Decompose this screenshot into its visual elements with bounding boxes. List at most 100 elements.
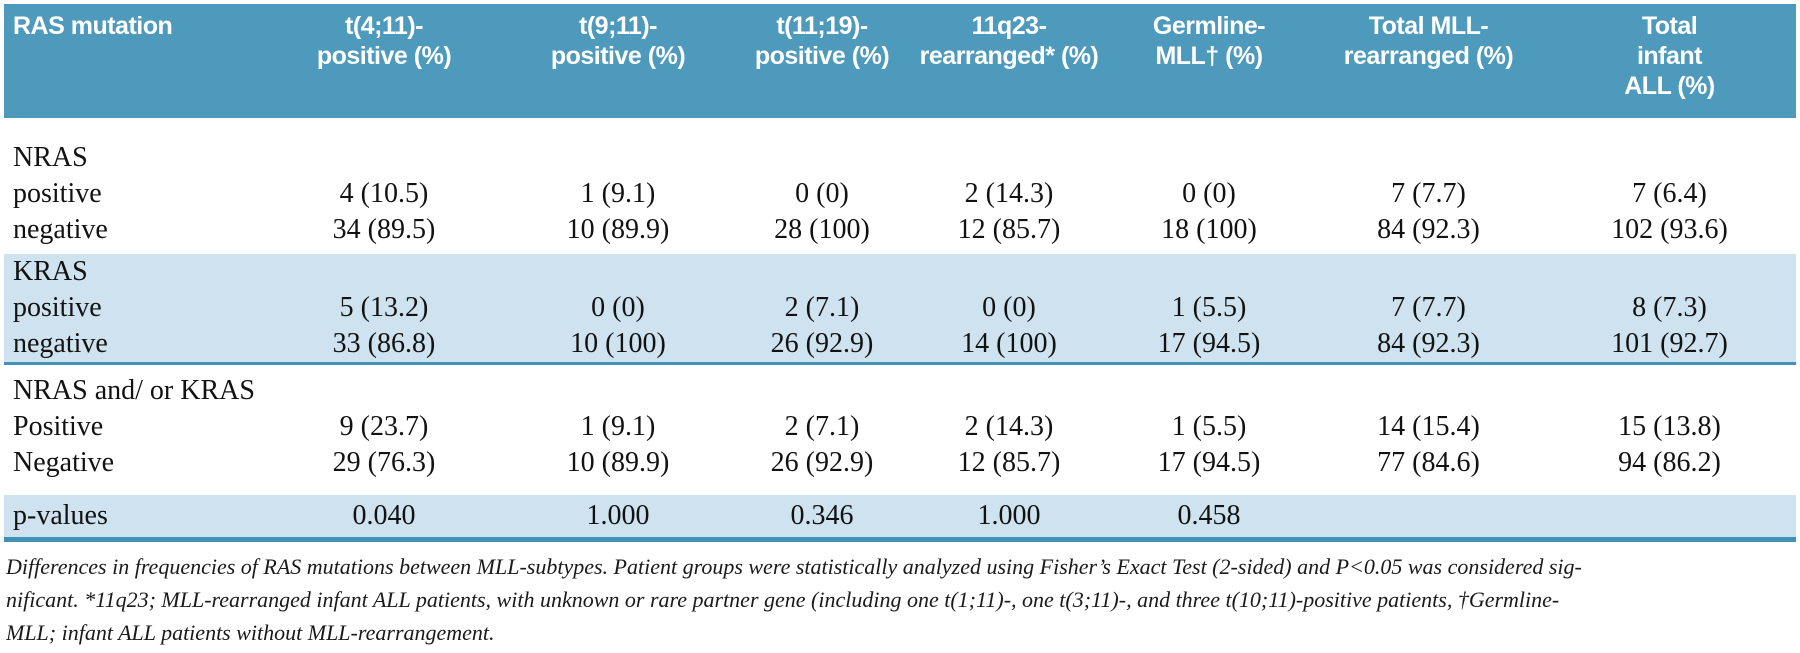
table-cell: 26 (92.9) (730, 326, 914, 364)
section-label: NRAS (13, 142, 88, 173)
row-label: p-values (4, 495, 262, 540)
table-cell: 1.000 (914, 495, 1104, 540)
table-cell: 0.458 (1104, 495, 1314, 540)
column-header-line: t(4;11)- (345, 12, 423, 40)
table-cell: 28 (100) (774, 214, 870, 245)
footnote-line: nificant. *11q23; MLL-rearranged infant … (6, 587, 1560, 612)
table-cell: 0 (0) (506, 290, 730, 326)
table-cell (262, 254, 506, 290)
table-cell: 7 (7.7) (1391, 178, 1466, 209)
column-header-line: RAS mutation (13, 12, 173, 40)
table-cell (506, 254, 730, 290)
column-header-line: 11q23- (971, 12, 1047, 40)
column-header-line: rearranged (%) (1343, 42, 1514, 70)
table-section: p-values 0.040 1.000 0.346 1.000 0.458 (4, 495, 1796, 540)
table-cell: 12 (85.7) (957, 214, 1061, 245)
column-header-line: ALL (%) (1624, 72, 1715, 100)
table-cell: 1 (9.1) (580, 411, 656, 442)
table-cell (1104, 254, 1314, 290)
row-label: Positive (13, 411, 104, 442)
table-cell (1314, 254, 1543, 290)
column-header-line: Total MLL- (1368, 12, 1489, 40)
table-cell (506, 118, 730, 176)
table-cell: 12 (85.7) (957, 447, 1061, 478)
row-label: negative (13, 214, 108, 245)
table-row: negative 34 (89.5) 10 (89.9) 28 (100) 12 (85… (4, 212, 1796, 254)
table-header: RAS mutation t(4;11)- positive (%) t(9;11)-… (4, 4, 1796, 118)
table-cell: 0.346 (730, 495, 914, 540)
column-header-line: positive (%) (754, 42, 890, 70)
table-cell (1314, 364, 1543, 410)
column-header: t(9;11)- positive (%) (506, 4, 730, 118)
table-cell: 1 (5.5) (1104, 290, 1314, 326)
table-cell: 5 (13.2) (262, 290, 506, 326)
table-row: Positive 9 (23.7) 1 (9.1) 2 (7.1) 2 (14.3) 1 … (4, 409, 1796, 445)
column-header: Germline- MLL† (%) (1104, 4, 1314, 118)
table-row: p-values 0.040 1.000 0.346 1.000 0.458 (4, 495, 1796, 540)
table-cell (1543, 495, 1796, 540)
column-header-line: infant (1636, 42, 1703, 70)
table-cell (730, 118, 914, 176)
table-cell: 10 (89.9) (566, 214, 670, 245)
table-section: NRAS and/ or KRAS Positive 9 (23.7) 1 (9.1)… (4, 364, 1796, 496)
table-section: KRAS positive 5 (13.2) 0 (0) 2 (7.1) 0 (0) 1 (… (4, 254, 1796, 364)
section-label-row: NRAS and/ or KRAS (4, 364, 1796, 410)
table-cell (914, 254, 1104, 290)
table-row: Negative 29 (76.3) 10 (89.9) 26 (92.9) 12 (8… (4, 445, 1796, 495)
row-label: negative (4, 326, 262, 364)
column-header-line: positive (%) (316, 42, 452, 70)
table-cell: 0 (0) (1182, 178, 1236, 209)
table-cell: 2 (14.3) (964, 411, 1054, 442)
footnote-line: Differences in frequencies of RAS mutati… (6, 554, 1582, 579)
section-label-row: NRAS (4, 118, 1796, 176)
table-row: positive 4 (10.5) 1 (9.1) 0 (0) 2 (14.3) 0 (0… (4, 176, 1796, 212)
table-cell: 7 (6.4) (1632, 178, 1707, 209)
table-cell: 1 (5.5) (1171, 411, 1247, 442)
section-label: NRAS and/ or KRAS (13, 375, 255, 406)
table-cell: 17 (94.5) (1104, 326, 1314, 364)
table-cell (914, 118, 1104, 176)
table-cell: 1.000 (506, 495, 730, 540)
table-cell: 8 (7.3) (1543, 290, 1796, 326)
row-label: positive (4, 290, 262, 326)
table-cell: 84 (92.3) (1377, 214, 1480, 245)
column-header-line: Total (1641, 12, 1698, 40)
table-cell (730, 254, 914, 290)
column-header: 11q23- rearranged* (%) (914, 4, 1104, 118)
table-cell (1314, 118, 1543, 176)
table-cell: 0 (0) (914, 290, 1104, 326)
table-cell (730, 364, 914, 410)
table-cell (914, 364, 1104, 410)
table-cell: 0 (0) (795, 178, 849, 209)
table-cell (1543, 118, 1796, 176)
table-cell: 77 (84.6) (1377, 447, 1480, 478)
table-row: positive 5 (13.2) 0 (0) 2 (7.1) 0 (0) 1 (5.5)… (4, 290, 1796, 326)
column-header-line: rearranged* (%) (919, 42, 1099, 70)
section-label-row: KRAS (4, 254, 1796, 290)
table-cell: 15 (13.8) (1618, 411, 1721, 442)
row-label: Negative (13, 447, 115, 478)
table-cell (262, 364, 506, 410)
table-cell: 18 (100) (1161, 214, 1257, 245)
table-cell: 2 (7.1) (784, 411, 860, 442)
table-cell (1543, 364, 1796, 410)
table-cell: 84 (92.3) (1314, 326, 1543, 364)
column-header-line: Germline- (1152, 12, 1266, 40)
column-header: t(11;19)- positive (%) (730, 4, 914, 118)
table-cell: 7 (7.7) (1314, 290, 1543, 326)
table-cell: 17 (94.5) (1157, 447, 1261, 478)
table-cell: 10 (100) (506, 326, 730, 364)
column-header-line: MLL† (%) (1155, 42, 1263, 70)
table-cell (1314, 495, 1543, 540)
column-header-line: positive (%) (550, 42, 686, 70)
table-cell: 2 (14.3) (964, 178, 1054, 209)
column-header-line: t(11;19)- (776, 12, 868, 40)
header-row: RAS mutation t(4;11)- positive (%) t(9;11)-… (4, 4, 1796, 118)
column-header: Total MLL-rearranged (%) (1314, 4, 1543, 118)
table-cell (1543, 254, 1796, 290)
table-cell (506, 364, 730, 410)
table-cell: 2 (7.1) (730, 290, 914, 326)
column-header: RAS mutation (4, 4, 262, 118)
table-cell (1104, 118, 1314, 176)
table-cell (1104, 364, 1314, 410)
